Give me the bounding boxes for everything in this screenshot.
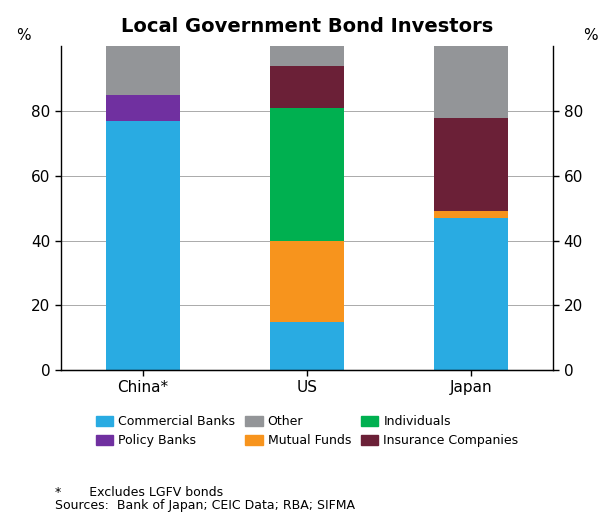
Title: Local Government Bond Investors: Local Government Bond Investors bbox=[121, 17, 493, 36]
Legend: Commercial Banks, Policy Banks, Other, Mutual Funds, Individuals, Insurance Comp: Commercial Banks, Policy Banks, Other, M… bbox=[95, 415, 519, 448]
Bar bbox=[434, 46, 508, 118]
Bar bbox=[270, 322, 344, 370]
Text: *       Excludes LGFV bonds: * Excludes LGFV bonds bbox=[55, 486, 223, 499]
Text: %: % bbox=[583, 28, 598, 43]
Bar bbox=[270, 108, 344, 241]
Bar bbox=[434, 218, 508, 370]
Bar bbox=[434, 118, 508, 211]
Bar bbox=[270, 241, 344, 322]
Bar bbox=[270, 66, 344, 108]
Bar bbox=[106, 121, 180, 370]
Bar bbox=[434, 211, 508, 218]
Bar bbox=[270, 46, 344, 66]
Text: %: % bbox=[16, 28, 31, 43]
Bar bbox=[106, 95, 180, 121]
Bar bbox=[106, 46, 180, 95]
Text: Sources:  Bank of Japan; CEIC Data; RBA; SIFMA: Sources: Bank of Japan; CEIC Data; RBA; … bbox=[55, 499, 354, 511]
